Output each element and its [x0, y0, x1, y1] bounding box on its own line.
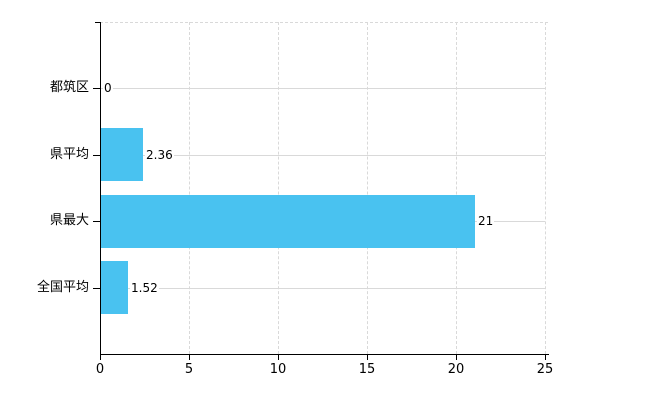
- bar: [101, 195, 475, 248]
- horizontal-gridline: [100, 287, 545, 289]
- x-tick-label: 25: [536, 362, 554, 377]
- horizontal-gridline: [100, 154, 545, 156]
- vertical-gridline: [189, 22, 190, 354]
- bar-value-label: 1.52: [130, 280, 159, 295]
- x-axis-tick: [189, 354, 190, 360]
- bar-value-label: 21: [477, 214, 495, 229]
- vertical-gridline: [456, 22, 457, 354]
- vertical-gridline: [545, 22, 546, 354]
- bar: [101, 128, 143, 181]
- x-tick-label: 15: [358, 362, 376, 377]
- y-axis-top-tick: [95, 22, 100, 23]
- y-axis-tick: [93, 287, 100, 289]
- category-label: 県最大: [49, 213, 89, 229]
- x-axis-tick: [456, 354, 457, 360]
- vertical-gridline: [278, 22, 279, 354]
- bar-value-label: 2.36: [145, 147, 174, 162]
- x-axis-tick: [367, 354, 368, 360]
- bar: [101, 261, 128, 314]
- vertical-gridline: [367, 22, 368, 354]
- x-tick-label: 10: [269, 362, 287, 377]
- x-axis-line: [100, 354, 549, 355]
- x-tick-label: 5: [184, 362, 194, 377]
- bar-value-label: 0: [103, 81, 113, 96]
- y-axis-tick: [93, 154, 100, 156]
- x-tick-label: 20: [447, 362, 465, 377]
- x-tick-label: 0: [95, 362, 105, 377]
- x-axis-tick: [278, 354, 279, 360]
- y-axis-tick: [93, 221, 100, 223]
- x-axis-tick: [100, 354, 101, 360]
- category-label: 都筑区: [49, 80, 89, 96]
- plot-top-border: [100, 22, 548, 23]
- x-axis-tick: [545, 354, 546, 360]
- category-label: 全国平均: [36, 279, 89, 295]
- y-axis-tick: [93, 88, 100, 90]
- y-axis-line: [100, 22, 101, 355]
- category-label: 県平均: [49, 146, 89, 162]
- horizontal-gridline: [100, 88, 545, 90]
